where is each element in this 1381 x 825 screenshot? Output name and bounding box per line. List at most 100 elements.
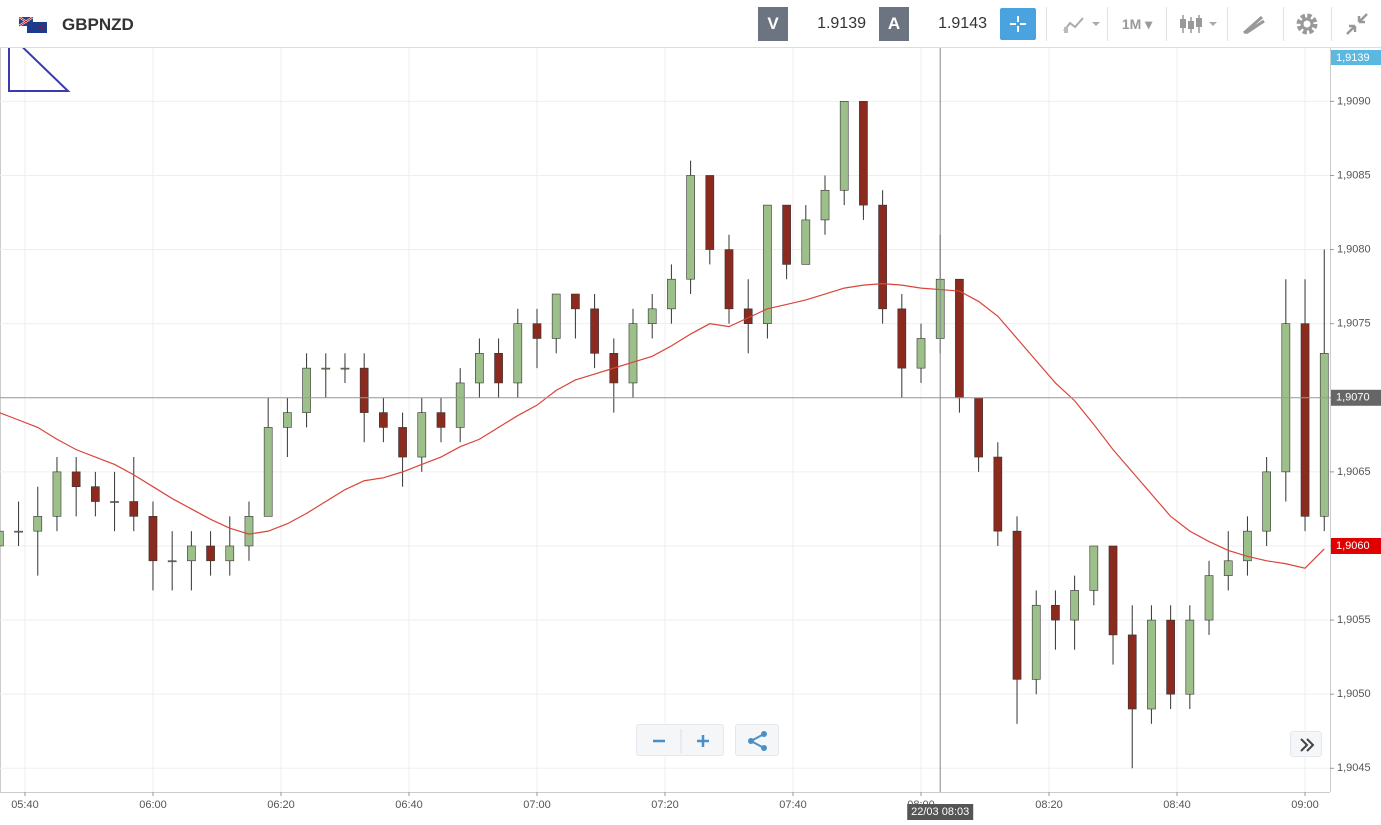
- candle-body: [782, 204, 791, 265]
- candle-body: [455, 382, 465, 428]
- candle-body: [686, 175, 695, 280]
- top-price-tag: [1331, 50, 1381, 65]
- candle-body: [1300, 323, 1310, 517]
- x-tick-label: 06:00: [139, 799, 167, 811]
- candle-body: [916, 338, 926, 369]
- candle-body: [801, 219, 811, 265]
- candle-body: [225, 545, 235, 562]
- scroll-right-button[interactable]: [1290, 731, 1322, 757]
- candle-body: [590, 308, 599, 354]
- candle-body: [398, 427, 407, 458]
- candle-body: [379, 412, 388, 428]
- x-tick-label: 09:00: [1291, 799, 1319, 811]
- icon[interactable]: [637, 725, 725, 757]
- candle-body: [724, 249, 734, 310]
- y-tick-label: 1,9055: [1337, 614, 1371, 626]
- candle-body: [0, 530, 4, 547]
- icon: [1180, 15, 1217, 33]
- candle-body: [647, 308, 657, 324]
- candle-body: [551, 293, 561, 339]
- candle-body: [1204, 575, 1214, 621]
- x-tick-label: 07:20: [651, 799, 679, 811]
- candle-body: [1319, 353, 1329, 517]
- candle-body: [206, 545, 215, 562]
- price-tag: [1331, 389, 1381, 406]
- collapse-button[interactable]: [1331, 7, 1381, 41]
- candle-body: [340, 367, 350, 370]
- toolbar: GBPNZD V 1.9139 A 1.9143 1M ▾: [0, 0, 1381, 48]
- crosshair-button[interactable]: [1000, 8, 1036, 40]
- y-tick-label: 1,9085: [1337, 169, 1371, 181]
- price-tag-label: 1,9060: [1336, 540, 1370, 552]
- settings-button[interactable]: [1283, 7, 1331, 41]
- bid-price: 1.9139: [817, 15, 866, 32]
- candle-body: [705, 175, 715, 250]
- candle-button[interactable]: [1166, 7, 1227, 41]
- icon: [1243, 15, 1265, 35]
- moving-average: [0, 283, 1325, 569]
- candle-body: [974, 397, 983, 458]
- candle-body: [820, 189, 830, 221]
- y-tick-label: 1,9050: [1337, 688, 1371, 700]
- candle-body: [33, 516, 43, 532]
- price-tag-label: 1,9070: [1336, 392, 1370, 404]
- price-tag: [1331, 537, 1381, 554]
- symbol: GBPNZD: [62, 15, 134, 34]
- candle-body: [1262, 471, 1271, 532]
- x-tick-label: 08:40: [1163, 799, 1191, 811]
- timeframe-button[interactable]: 1M ▾: [1107, 7, 1166, 41]
- candle-body: [1166, 619, 1175, 695]
- candle-body: [1223, 560, 1233, 576]
- candle-body: [1031, 604, 1041, 680]
- share-button[interactable]: [735, 724, 779, 756]
- candle-body: [897, 308, 907, 369]
- candle-body: [494, 353, 503, 384]
- candle-body: [244, 516, 254, 547]
- candle-body: [993, 456, 1003, 532]
- icon: [1010, 16, 1026, 32]
- y-tick-label: 1,9045: [1337, 762, 1371, 774]
- x-tick-label: 07:00: [523, 799, 551, 811]
- candle-body: [302, 367, 311, 413]
- candle-body: [1051, 604, 1060, 621]
- candle-body: [1243, 530, 1252, 562]
- bid-badge[interactable]: V: [758, 7, 788, 41]
- candle-body: [1108, 545, 1118, 636]
- candle-body: [321, 367, 331, 370]
- candle-body: [417, 412, 427, 458]
- right-axis: [1330, 48, 1381, 825]
- candle-body: [513, 323, 523, 384]
- x-tick-label: 08:20: [1035, 799, 1063, 811]
- candle-body: [1147, 619, 1156, 710]
- icon: [1296, 13, 1318, 35]
- candle-body: [52, 471, 62, 517]
- candle-body: [839, 101, 849, 191]
- crosshair-label: 22/03 08:03: [911, 806, 969, 818]
- candle-body: [475, 353, 484, 384]
- candle-body: [14, 530, 23, 533]
- candle-body: [1089, 545, 1099, 591]
- candle-body: [667, 278, 676, 310]
- chart-type-button[interactable]: [1046, 7, 1107, 41]
- candle-body: [571, 293, 580, 310]
- zoom-controls: [636, 724, 724, 756]
- icon: [748, 731, 767, 751]
- candle-body: [71, 471, 81, 487]
- candle-body: [878, 204, 887, 310]
- candle-body: [129, 501, 139, 517]
- ask-price: 1.9143: [938, 15, 987, 32]
- draw-button[interactable]: [1227, 7, 1283, 41]
- candle-body: [148, 516, 158, 562]
- candle-body: [1070, 590, 1079, 621]
- ask-badge[interactable]: A: [879, 7, 909, 41]
- candle-body: [283, 412, 292, 428]
- candle-body: [763, 204, 772, 324]
- y-tick-label: 1,9065: [1337, 466, 1371, 478]
- candle-body: [436, 412, 446, 428]
- candle-body: [263, 427, 273, 517]
- timeframe: 1M: [1121, 16, 1142, 32]
- flag: [19, 17, 47, 33]
- chart: 1,9045 1,9050 1,9055 1,9060 1,9065 1,9070 1,90…: [0, 48, 1381, 825]
- candle-body: [1185, 619, 1195, 695]
